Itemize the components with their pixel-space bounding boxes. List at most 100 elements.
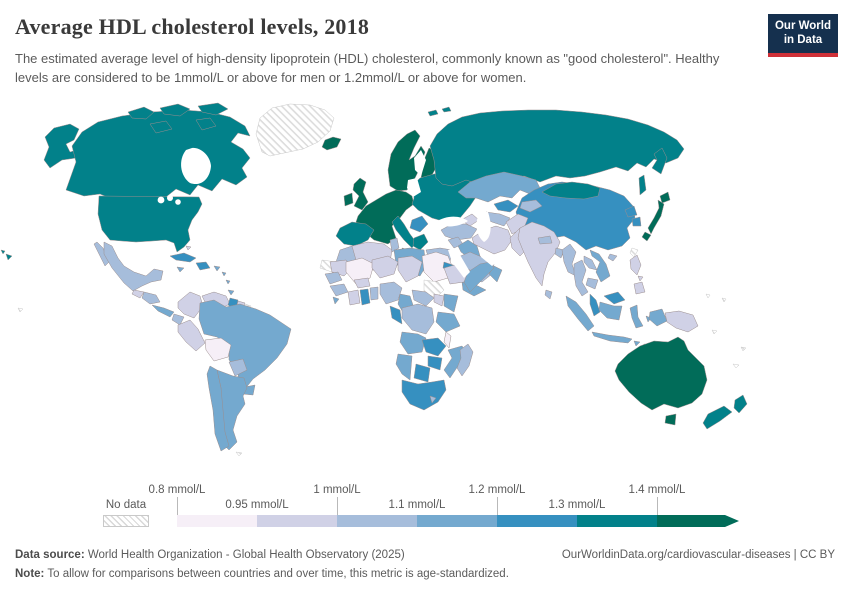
country-central-african-republic[interactable] [411, 289, 435, 307]
country-kyrgyzstan-tajikistan[interactable] [519, 199, 543, 213]
country-japan[interactable] [647, 199, 665, 235]
country-drc[interactable] [401, 303, 435, 335]
country-baja-california[interactable] [93, 241, 110, 267]
country-jamaica[interactable] [176, 266, 185, 273]
country-micronesia[interactable] [721, 297, 727, 303]
country-zambia[interactable] [421, 337, 447, 357]
country-colombia[interactable] [177, 291, 204, 319]
country-new-zealand[interactable] [733, 394, 748, 414]
country-malaysia-peninsula[interactable] [589, 293, 601, 317]
country-bahamas[interactable] [185, 245, 192, 251]
country-russia[interactable] [429, 109, 685, 187]
country-iberia[interactable] [335, 221, 375, 247]
country-turkey[interactable] [440, 223, 478, 241]
country-ghana[interactable] [359, 288, 371, 306]
country-mexico[interactable] [103, 241, 164, 292]
legend-bin[interactable] [657, 515, 739, 527]
country-falklands[interactable] [235, 451, 243, 457]
country-balkans[interactable] [409, 215, 429, 233]
country-sumatra[interactable] [565, 295, 595, 332]
country-uganda[interactable] [433, 293, 445, 307]
owid-credit-link[interactable]: OurWorldinData.org/cardiovascular-diseas… [561, 549, 835, 561]
country-lesser-antilles[interactable] [225, 279, 231, 285]
country-puerto-rico[interactable] [213, 265, 221, 272]
country-madagascar[interactable] [456, 343, 474, 377]
country-uk[interactable] [352, 177, 369, 211]
country-sakhalin[interactable] [638, 174, 647, 196]
country-japan[interactable] [659, 191, 671, 204]
country-usa[interactable] [97, 195, 203, 253]
country-new-caledonia[interactable] [732, 363, 740, 369]
country-afghanistan[interactable] [505, 213, 529, 235]
country-svalbard[interactable] [427, 109, 439, 117]
country-hispaniola[interactable] [195, 261, 211, 271]
country-greenland[interactable] [255, 103, 335, 157]
country-north-korea[interactable] [624, 205, 638, 218]
country-niger[interactable] [371, 255, 399, 279]
country-uzbekistan[interactable] [493, 199, 519, 213]
country-kalimantan[interactable] [598, 301, 623, 321]
country-mongolia[interactable] [541, 181, 601, 200]
country-sri-lanka[interactable] [544, 289, 553, 300]
country-west-papua[interactable] [648, 308, 668, 327]
country-lesser-antilles[interactable] [221, 271, 227, 277]
country-bolivia[interactable] [204, 337, 232, 362]
country-bali[interactable] [633, 340, 641, 347]
country-arctic-islands[interactable] [195, 117, 217, 131]
country-tanzania[interactable] [435, 311, 461, 333]
country-nepal[interactable] [537, 235, 553, 245]
legend-color-bar[interactable] [177, 515, 739, 527]
country-togo-benin[interactable] [369, 286, 379, 301]
country-arctic-islands[interactable] [127, 106, 155, 120]
country-australia[interactable] [614, 336, 708, 411]
country-philippines[interactable] [637, 275, 644, 282]
country-south-sudan[interactable] [423, 279, 445, 299]
country-arctic-islands[interactable] [197, 102, 229, 116]
country-micronesia[interactable] [705, 293, 711, 299]
country-burkina-faso[interactable] [353, 277, 371, 289]
country-namibia[interactable] [395, 353, 413, 381]
country-mali[interactable] [345, 257, 375, 285]
country-tasmania[interactable] [664, 413, 677, 426]
country-borneo-malaysia[interactable] [603, 291, 626, 305]
country-laos[interactable] [583, 255, 598, 271]
country-zimbabwe[interactable] [427, 355, 443, 371]
country-philippines[interactable] [633, 281, 646, 295]
country-south-africa[interactable] [401, 379, 447, 411]
country-paraguay[interactable] [228, 358, 248, 377]
country-peru[interactable] [177, 319, 206, 352]
country-svalbard[interactable] [441, 106, 452, 113]
country-thailand[interactable] [573, 259, 589, 297]
legend-bin[interactable] [497, 515, 577, 527]
country-guinea[interactable] [329, 283, 349, 297]
country-hawaii[interactable] [0, 249, 6, 255]
owid-logo[interactable]: Our World in Data [768, 14, 838, 57]
country-guatemala[interactable] [131, 289, 145, 299]
country-trinidad[interactable] [227, 289, 235, 296]
country-iceland[interactable] [321, 136, 342, 151]
country-honduras-nicaragua[interactable] [141, 291, 161, 305]
country-malawi[interactable] [443, 331, 452, 349]
legend-bin[interactable] [577, 515, 657, 527]
legend-bin[interactable] [337, 515, 417, 527]
country-polynesia[interactable] [17, 307, 24, 313]
country-sulawesi[interactable] [629, 304, 644, 329]
country-senegal[interactable] [324, 271, 343, 285]
country-philippines[interactable] [629, 254, 642, 276]
country-japan[interactable] [641, 231, 652, 242]
legend-bin[interactable] [417, 515, 497, 527]
country-costa-rica-panama[interactable] [151, 304, 175, 318]
country-java[interactable] [591, 331, 633, 344]
country-greece[interactable] [412, 233, 429, 251]
legend-bin[interactable] [177, 515, 257, 527]
country-arctic-islands[interactable] [149, 120, 173, 134]
country-papua-new-guinea[interactable] [664, 310, 699, 333]
country-new-zealand[interactable] [702, 405, 733, 430]
country-india[interactable] [517, 221, 561, 287]
country-kenya[interactable] [443, 293, 459, 313]
country-bangladesh[interactable] [554, 247, 565, 259]
country-sierra-leone[interactable] [332, 296, 340, 305]
legend-no-data-swatch[interactable] [103, 515, 149, 527]
country-fiji[interactable] [740, 346, 747, 352]
country-kamchatka[interactable] [651, 147, 668, 175]
